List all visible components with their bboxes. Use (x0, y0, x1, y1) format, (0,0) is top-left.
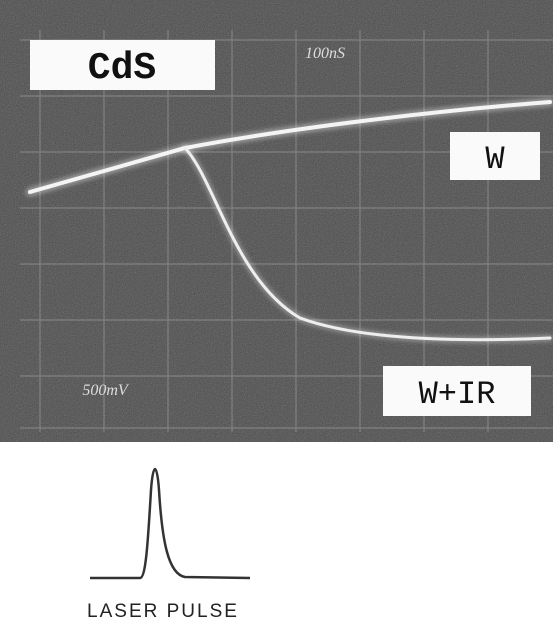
label-box (30, 40, 215, 90)
time-scale: 100nS (305, 45, 345, 62)
trace-label: W+IR (419, 376, 496, 413)
oscilloscope-screen: CdS 100nS W 500mV W+IR (0, 0, 553, 442)
lower-trace (183, 146, 552, 342)
upper-trace (28, 100, 552, 194)
label-box (450, 132, 540, 180)
laser-pulse-inset: LASER PULSE (87, 467, 251, 622)
caption: LASER PULSE (87, 601, 239, 622)
label-box (383, 366, 531, 416)
traces (25, 97, 553, 344)
sample-label: CdS (88, 47, 156, 90)
screen-grid (20, 30, 553, 432)
volt-scale: 500mV (82, 382, 130, 399)
trace-label: W (485, 141, 505, 178)
pulse-shape (90, 467, 251, 580)
